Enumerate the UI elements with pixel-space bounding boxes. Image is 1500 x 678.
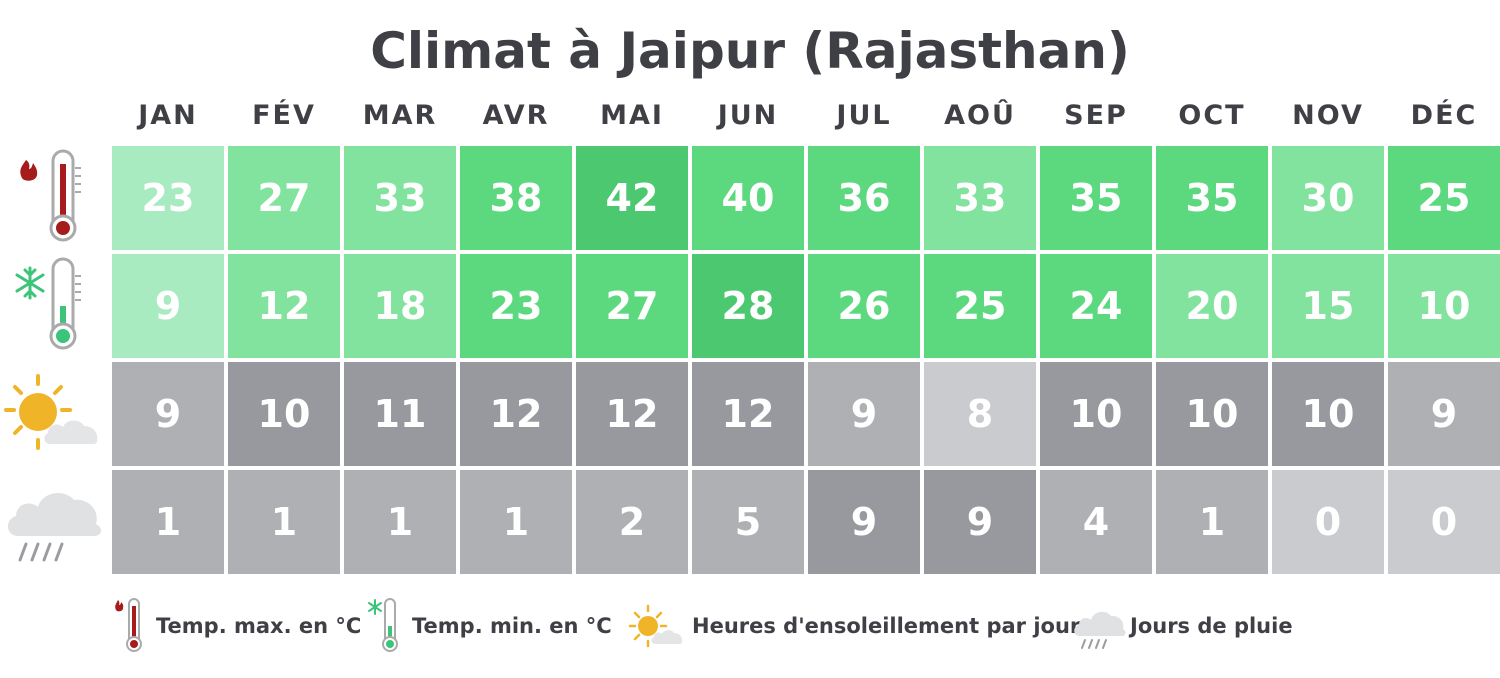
tmin-cell: 9 — [112, 254, 224, 358]
sunshine-cell: 8 — [924, 362, 1036, 466]
legend-label-tmax: Temp. max. en °C — [156, 614, 362, 638]
sunshine-cell: 10 — [1272, 362, 1384, 466]
tmin-cell: 27 — [576, 254, 688, 358]
tmin-cell: 25 — [924, 254, 1036, 358]
rain-days-cell: 1 — [344, 470, 456, 574]
month-header: JAN FÉV MAR AVR MAI JUN JUL AOÛ SEP OCT … — [112, 100, 1500, 140]
sunshine-cell: 10 — [1156, 362, 1268, 466]
sunshine-cell: 9 — [112, 362, 224, 466]
tmin-cell: 10 — [1388, 254, 1500, 358]
tmax-cell: 25 — [1388, 146, 1500, 250]
rain-days-cell: 9 — [808, 470, 920, 574]
tmin-cell: 12 — [228, 254, 340, 358]
tmax-cell: 35 — [1156, 146, 1268, 250]
tmin-cell: 26 — [808, 254, 920, 358]
tmax-cell: 36 — [808, 146, 920, 250]
rain-days-cell: 1 — [460, 470, 572, 574]
tmin-cell: 23 — [460, 254, 572, 358]
month-label: JAN — [138, 100, 198, 131]
tmax-cell: 38 — [460, 146, 572, 250]
tmax-cell: 23 — [112, 146, 224, 250]
month-label: DÉC — [1410, 100, 1478, 131]
legend-item-tmax: Temp. max. en °C — [108, 596, 361, 656]
tmax-cell: 33 — [344, 146, 456, 250]
rain-cloud-icon — [7, 492, 102, 562]
tmax-cell: 27 — [228, 146, 340, 250]
tmax-cell: 33 — [924, 146, 1036, 250]
sunshine-cell: 12 — [460, 362, 572, 466]
rain-days-cell: 1 — [112, 470, 224, 574]
tmin-cell: 24 — [1040, 254, 1152, 358]
tmax-cell: 42 — [576, 146, 688, 250]
thermometer-hot-icon — [115, 598, 142, 652]
thermometer-hot-icon — [20, 149, 81, 242]
thermometer-cold-icon — [368, 598, 398, 652]
month-label: JUL — [836, 100, 892, 131]
tmin-cell: 15 — [1272, 254, 1384, 358]
month-label: JUN — [717, 100, 779, 131]
sunshine-cell: 9 — [808, 362, 920, 466]
sunshine-cell: 10 — [1040, 362, 1152, 466]
tmax-cell: 30 — [1272, 146, 1384, 250]
rain-days-cell: 9 — [924, 470, 1036, 574]
tmax-cell: 40 — [692, 146, 804, 250]
legend-item-rain: Jours de pluie — [1070, 596, 1293, 656]
sunshine-cell: 12 — [576, 362, 688, 466]
rain-cloud-icon — [1074, 611, 1126, 649]
sunshine-cell: 11 — [344, 362, 456, 466]
legend-label-rain: Jours de pluie — [1130, 614, 1293, 638]
chart-title: Climat à Jaipur (Rajasthan) — [370, 22, 1130, 80]
rain-days-cell: 2 — [576, 470, 688, 574]
month-label: AVR — [482, 100, 550, 131]
tmin-cell: 20 — [1156, 254, 1268, 358]
thermometer-cold-icon — [15, 257, 81, 350]
sun-cloud-icon — [628, 604, 683, 648]
month-label: OCT — [1178, 100, 1246, 131]
legend-label-tmin: Temp. min. en °C — [412, 614, 612, 638]
month-label: MAR — [362, 100, 438, 131]
sun-cloud-icon — [4, 374, 98, 450]
rain-days-cell: 4 — [1040, 470, 1152, 574]
legend-item-tmin: Temp. min. en °C — [364, 596, 612, 656]
rain-days-cell: 0 — [1388, 470, 1500, 574]
sunshine-cell: 10 — [228, 362, 340, 466]
month-label: NOV — [1292, 100, 1364, 131]
rain-days-cell: 1 — [228, 470, 340, 574]
month-label: MAI — [600, 100, 664, 131]
rain-days-cell: 1 — [1156, 470, 1268, 574]
legend-item-sun: Heures d'ensoleillement par jour — [628, 596, 1080, 656]
month-label: AOÛ — [944, 100, 1016, 131]
month-label: SEP — [1064, 100, 1128, 131]
month-label: FÉV — [252, 100, 316, 131]
rain-days-cell: 0 — [1272, 470, 1384, 574]
sunshine-cell: 9 — [1388, 362, 1500, 466]
legend-label-sun: Heures d'ensoleillement par jour — [692, 614, 1081, 638]
tmin-cell: 18 — [344, 254, 456, 358]
rain-days-cell: 5 — [692, 470, 804, 574]
tmax-cell: 35 — [1040, 146, 1152, 250]
climate-table: 23 27 33 38 42 40 36 33 35 35 30 25 9 12 18 23 27 28 26 25 2… — [112, 146, 1500, 574]
sunshine-cell: 12 — [692, 362, 804, 466]
tmin-cell: 28 — [692, 254, 804, 358]
legend: Temp. max. en °C Temp. min. en °C — [0, 596, 1500, 656]
